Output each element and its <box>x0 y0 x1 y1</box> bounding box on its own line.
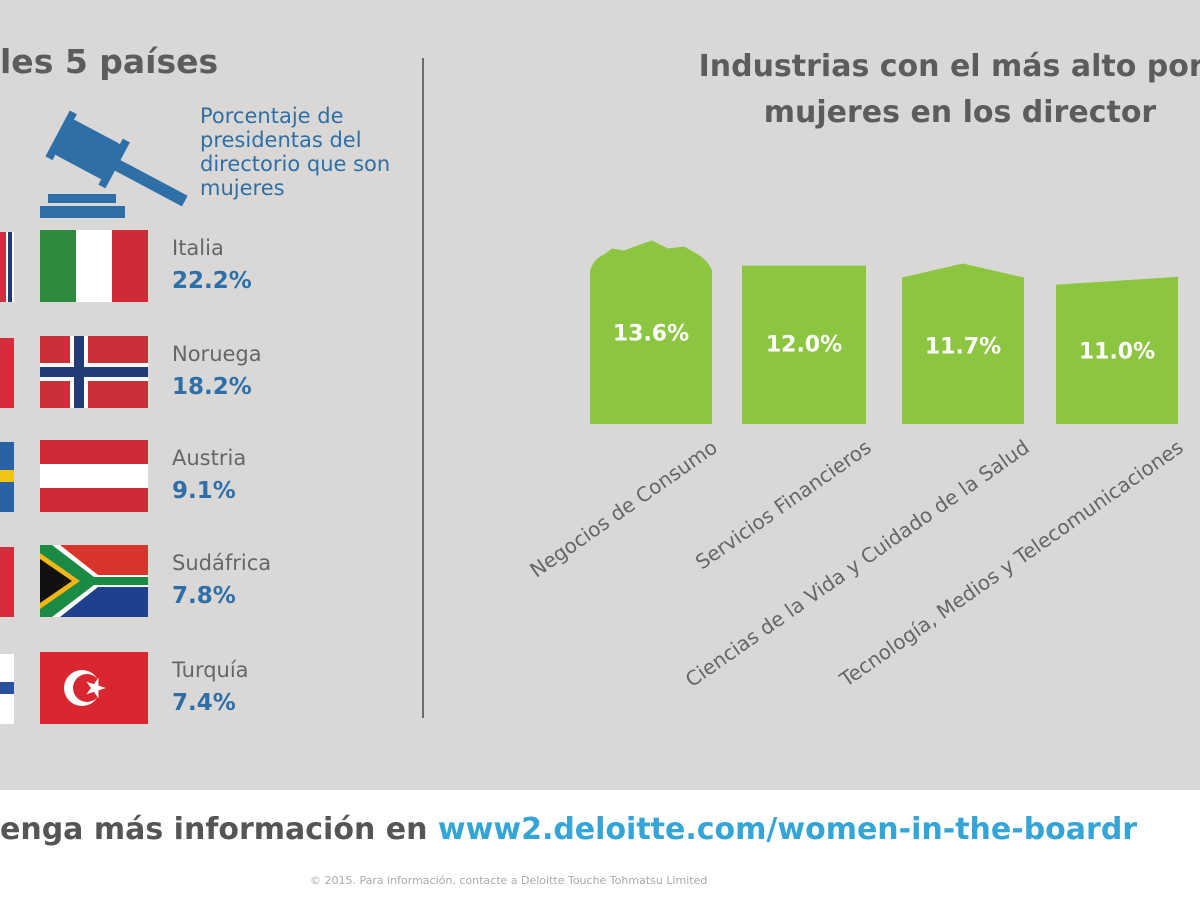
bar-value-label: 12.0% <box>766 333 842 358</box>
country-row: Turquía 7.4% <box>0 652 380 726</box>
country-name: Italia <box>172 236 224 260</box>
category-label: Ciencias de la Vida y Cuidado de la Salu… <box>681 435 1034 692</box>
left-section-title: les 5 países <box>0 42 219 81</box>
italy-flag <box>40 230 148 302</box>
country-row: Noruega 18.2% <box>0 336 380 410</box>
country-name: Sudáfrica <box>172 551 272 575</box>
country-row: Austria 9.1% <box>0 440 380 514</box>
country-name: Turquía <box>172 658 249 682</box>
country-name: Noruega <box>172 342 262 366</box>
right-title-line-2: mujeres en los director <box>763 95 1157 130</box>
norway-flag <box>40 336 148 408</box>
flag-partial <box>0 547 14 617</box>
norway-flag-partial <box>0 232 14 302</box>
bar-value-label: 11.0% <box>1079 339 1155 364</box>
country-percent: 7.8% <box>172 583 236 609</box>
category-label: Negocios de Consumo <box>525 435 721 582</box>
flag-partial <box>0 338 14 408</box>
turkey-flag <box>40 652 148 724</box>
country-row: Italia 22.2% <box>0 230 380 304</box>
bar-2 <box>742 265 866 424</box>
country-percent: 18.2% <box>172 374 252 400</box>
footer-copyright: © 2015. Para información, contacte a Del… <box>310 874 708 887</box>
bar-4 <box>1056 276 1178 424</box>
section-divider <box>422 58 424 718</box>
south-africa-flag <box>40 545 148 617</box>
bar-value-label: 13.6% <box>613 322 689 347</box>
gavel-icon <box>40 110 188 218</box>
country-row: Sudáfrica 7.8% <box>0 545 380 619</box>
sweden-flag-partial <box>0 442 14 512</box>
category-label: Tecnología, Medios y Telecomunicaciones <box>835 435 1188 692</box>
bar-value-label: 11.7% <box>925 335 1001 360</box>
country-percent: 7.4% <box>172 690 236 716</box>
infographic-panel: les 5 países Porcentaje de presidentas d… <box>0 42 1200 726</box>
footer-link[interactable]: www2.deloitte.com/women-in-the-boardr <box>437 812 1138 847</box>
footer-text: enga más información en <box>0 812 428 847</box>
legend-text: Porcentaje de presidentas del directorio… <box>200 104 391 200</box>
right-title-line-1: Industrias con el más alto porc <box>698 49 1200 84</box>
right-section-title: Industrias con el más alto porc mujeres … <box>600 44 1200 136</box>
footer-line: enga más información en www2.deloitte.co… <box>0 812 1137 847</box>
country-percent: 9.1% <box>172 478 236 504</box>
bar-3 <box>902 263 1024 424</box>
country-name: Austria <box>172 446 247 470</box>
finland-flag-partial <box>0 654 14 724</box>
bar-1 <box>590 240 712 424</box>
austria-flag <box>40 440 148 512</box>
country-percent: 22.2% <box>172 268 252 294</box>
footer: enga más información en www2.deloitte.co… <box>0 790 1200 900</box>
